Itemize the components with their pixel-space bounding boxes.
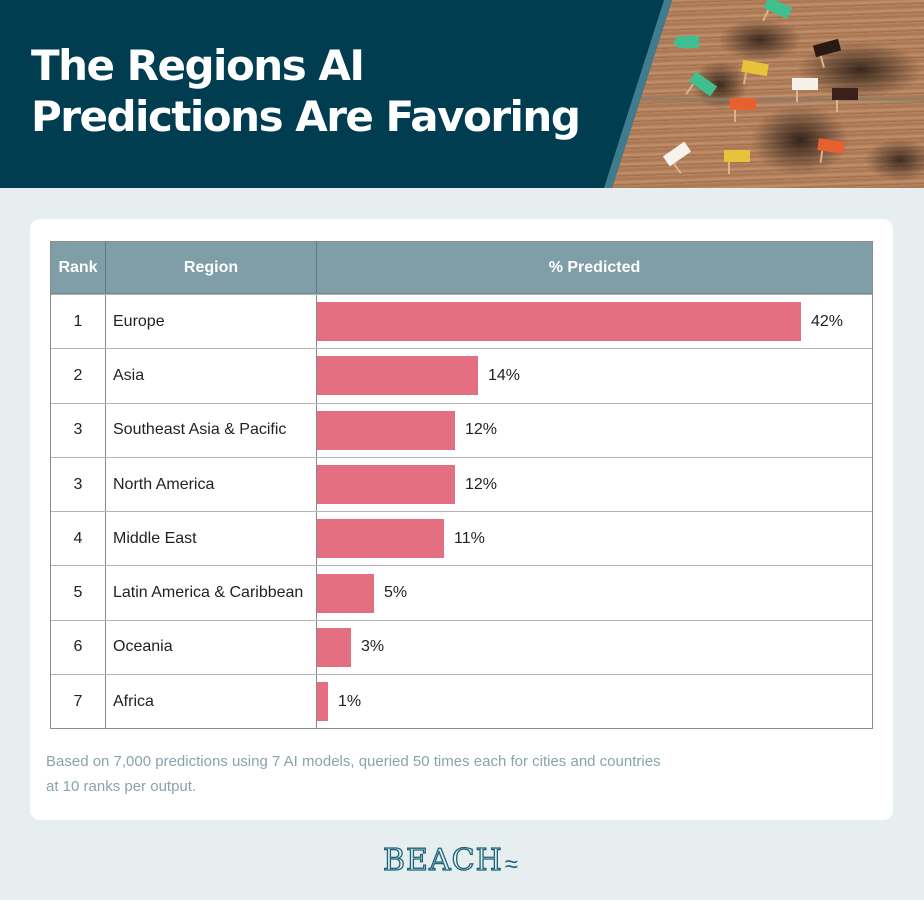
logo-wordmark: BEACH	[382, 843, 503, 878]
percent-cell: 3%	[317, 621, 872, 674]
beach-logo: BEACH ≈	[382, 843, 518, 878]
bar	[317, 573, 374, 613]
region-cell: Southeast Asia & Pacific	[106, 403, 317, 457]
rank-cell: 5	[51, 566, 106, 620]
bar	[317, 627, 351, 667]
title-line-2: Predictions Are Favoring	[31, 92, 581, 141]
table-row: 6 Oceania 3%	[51, 619, 872, 675]
bar	[317, 302, 801, 342]
table-row: 3 North America 12%	[51, 456, 872, 512]
footnote-line-2: at 10 ranks per output.	[46, 778, 197, 795]
bar-value-label: 12%	[465, 421, 498, 439]
bar	[317, 682, 328, 722]
percent-cell: 1%	[317, 675, 872, 728]
column-header-region: Region	[106, 242, 317, 293]
bar	[317, 465, 455, 505]
percent-cell: 12%	[317, 404, 872, 457]
region-cell: Oceania	[106, 620, 317, 675]
flag-icon	[662, 141, 692, 167]
percent-cell: 12%	[317, 458, 872, 511]
column-header-percent: % Predicted	[548, 258, 641, 276]
wave-icon: ≈	[504, 851, 518, 878]
bar-value-label: 5%	[384, 584, 408, 602]
europe-map-photo	[612, 0, 924, 188]
region-cell: Middle East	[106, 512, 317, 566]
chart-card: Rank Region % Predicted 1 Europe 42% 2 A…	[30, 219, 893, 820]
page-title: The Regions AI Predictions Are Favoring	[31, 40, 581, 142]
flag-icon	[763, 0, 793, 19]
region-cell: Europe	[106, 295, 317, 349]
bar-value-label: 14%	[488, 366, 521, 384]
flag-icon	[832, 88, 858, 112]
bar-value-label: 42%	[811, 312, 844, 330]
footnote-line-1: Based on 7,000 predictions using 7 AI mo…	[46, 753, 661, 770]
bar-value-label: 1%	[338, 692, 362, 710]
region-cell: Asia	[106, 349, 317, 403]
bar	[317, 410, 455, 450]
bar	[317, 356, 478, 396]
flag-icon	[730, 98, 756, 122]
percent-cell: 11%	[317, 512, 872, 565]
ranking-table: Rank Region % Predicted 1 Europe 42% 2 A…	[50, 241, 873, 730]
region-cell: North America	[106, 457, 317, 512]
rank-cell: 1	[51, 295, 106, 349]
flag-icon	[812, 38, 842, 58]
hero-header: The Regions AI Predictions Are Favoring	[0, 0, 924, 188]
flag-icon	[673, 36, 699, 48]
table-row: 2 Asia 14%	[51, 348, 872, 403]
table-header: Rank Region % Predicted	[51, 242, 872, 294]
bar-value-label: 3%	[361, 638, 385, 656]
rank-cell: 6	[51, 620, 106, 675]
flag-icon	[741, 59, 769, 77]
flag-icon	[792, 78, 818, 102]
rank-cell: 2	[51, 349, 106, 403]
table-row: 1 Europe 42%	[51, 294, 872, 349]
methodology-note: Based on 7,000 predictions using 7 AI mo…	[46, 749, 746, 799]
percent-cell: 5%	[317, 566, 872, 619]
bar-value-label: 11%	[454, 529, 485, 547]
flag-icon	[724, 150, 750, 174]
percent-cell: 14%	[317, 349, 872, 402]
rank-cell: 3	[51, 403, 106, 457]
flag-icon	[688, 71, 718, 97]
rank-cell: 4	[51, 512, 106, 566]
bar	[317, 519, 444, 559]
region-cell: Latin America & Caribbean	[106, 566, 317, 620]
region-cell: Africa	[106, 675, 317, 729]
table-row: 5 Latin America & Caribbean 5%	[51, 565, 872, 620]
rank-cell: 7	[51, 675, 106, 729]
title-line-1: The Regions AI	[31, 41, 365, 90]
bar-value-label: 12%	[465, 475, 498, 493]
rank-cell: 3	[51, 457, 106, 512]
map-rail	[640, 98, 924, 101]
flag-icon	[817, 138, 845, 154]
percent-cell: 42%	[317, 295, 872, 348]
column-header-rank: Rank	[51, 242, 106, 293]
table-row: 7 Africa 1%	[51, 674, 872, 729]
table-row: 4 Middle East 11%	[51, 511, 872, 566]
table-row: 3 Southeast Asia & Pacific 12%	[51, 402, 872, 457]
